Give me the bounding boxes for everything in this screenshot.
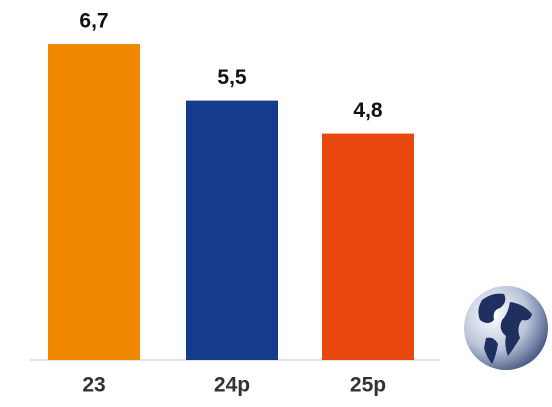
value-label: 6,7 [79,10,108,33]
value-label: 5,5 [217,66,247,89]
x-tick-label: 23 [82,374,105,397]
value-label: 4,8 [353,99,383,122]
bar [322,133,414,360]
globe-icon [464,286,548,370]
x-tick-label: 24p [214,374,250,397]
x-tick-label: 25p [350,374,386,397]
bar [48,44,140,360]
bar [186,100,278,360]
